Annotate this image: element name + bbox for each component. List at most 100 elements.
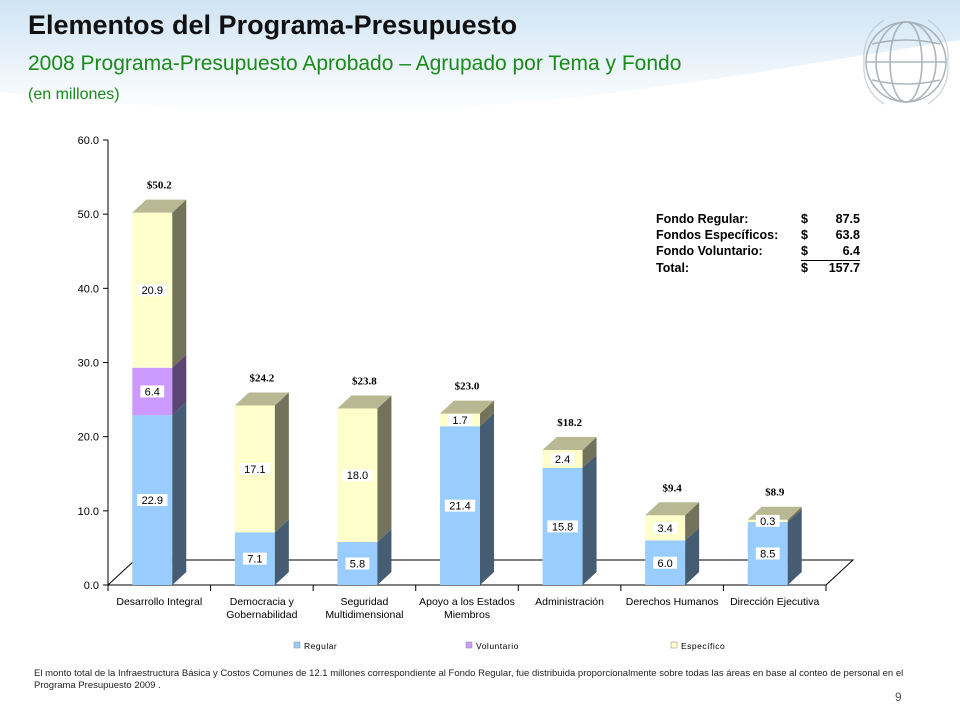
total-label: $18.2 — [557, 417, 582, 429]
footnote: El monto total de la Infraestructura Bás… — [34, 668, 904, 691]
summary-label: Total: — [656, 260, 690, 275]
data-label: 5.8 — [350, 558, 365, 570]
y-tick-label: 20.0 — [78, 432, 99, 444]
summary-currency: $ — [801, 212, 808, 226]
x-category-label: Derechos Humanos — [626, 596, 719, 608]
summary-currency: $ — [801, 228, 808, 242]
y-tick-label: 60.0 — [78, 135, 99, 147]
bar-segment-side — [274, 392, 289, 533]
data-label: 21.4 — [449, 501, 470, 513]
page-subtitle: 2008 Programa-Presupuesto Aprobado – Agr… — [28, 52, 682, 75]
data-label: 6.0 — [657, 558, 672, 570]
data-label-bg — [342, 469, 373, 482]
total-label: $23.8 — [352, 375, 377, 387]
summary-label: Fondo Voluntario: — [656, 244, 763, 259]
data-label: 2.4 — [555, 454, 570, 466]
data-label: 15.8 — [552, 521, 573, 533]
legend-label: Específico — [681, 641, 725, 651]
page-number: 9 — [895, 690, 902, 704]
data-label-bg — [137, 494, 168, 507]
bar-segment-side — [172, 199, 187, 368]
legend-label: Voluntario — [476, 641, 519, 651]
page-title: Elementos del Programa-Presupuesto — [28, 10, 518, 40]
data-label-bg — [140, 385, 165, 398]
bar-segment-side — [274, 519, 289, 585]
data-label: 1.7 — [452, 415, 467, 427]
bar-segment-side — [787, 506, 802, 522]
bar-segment-side — [582, 454, 597, 585]
summary-row: Fondos Específicos: $ 63.8 — [656, 228, 860, 244]
data-label-bg — [137, 284, 168, 297]
data-label: 17.1 — [244, 464, 265, 476]
summary-row: Fondo Voluntario: $ 6.4 — [656, 244, 860, 261]
data-label: 18.0 — [347, 470, 368, 482]
data-label: 6.4 — [145, 386, 160, 398]
y-tick-label: 50.0 — [78, 209, 99, 221]
fund-summary-table: Fondo Regular: $ 87.5 Fondos Específicos… — [656, 212, 860, 277]
data-label: 7.1 — [247, 554, 262, 566]
bar-segment-side — [172, 402, 187, 585]
summary-value: 63.8 — [835, 228, 860, 242]
data-label-bg — [755, 547, 780, 560]
fund-summary-box: Fondo Regular: $ 87.5 Fondos Específicos… — [656, 212, 860, 277]
data-label: 0.3 — [760, 516, 775, 528]
y-tick-label: 40.0 — [78, 283, 99, 295]
summary-currency: $ — [801, 261, 808, 275]
y-tick-label: 30.0 — [78, 358, 99, 370]
bar-segment-side — [480, 400, 494, 427]
x-category-label: Gobernabilidad — [226, 609, 297, 621]
bar-segment-side — [480, 413, 494, 585]
data-label-bg — [653, 556, 678, 569]
data-label: 20.9 — [142, 285, 163, 297]
legend-swatch-voluntario — [465, 641, 473, 649]
data-label: 3.4 — [657, 523, 672, 535]
data-label: 22.9 — [142, 495, 163, 507]
total-label: $8.9 — [765, 487, 785, 499]
legend-label: Regular — [304, 641, 337, 651]
x-category-label: Dirección Ejecutiva — [730, 596, 819, 608]
total-label: $23.0 — [455, 381, 480, 393]
x-category-label: Apoyo a los Estados — [419, 596, 515, 608]
summary-row: Fondo Regular: $ 87.5 — [656, 212, 860, 228]
bar-top-face — [440, 400, 494, 414]
bar-segment-side — [172, 354, 187, 416]
data-label-bg — [653, 521, 678, 534]
header-wave-background — [0, 0, 960, 113]
bar-segment-side — [685, 502, 700, 541]
bar-segment-side — [377, 395, 392, 542]
data-label-bg — [448, 413, 472, 426]
x-category-label: Administración — [535, 596, 604, 608]
y-tick-label: 10.0 — [78, 506, 99, 518]
y-tick-label: 0.0 — [84, 580, 99, 592]
summary-label: Fondo Regular: — [656, 212, 749, 226]
units-note: (en millones) — [28, 86, 120, 103]
bar-top-face — [132, 199, 187, 213]
bar-top-face — [542, 437, 597, 451]
summary-currency: $ — [801, 244, 815, 261]
bar-segment-side — [377, 528, 392, 585]
bar-top-face — [234, 392, 289, 406]
summary-value: 87.5 — [835, 212, 860, 226]
bar-segment-side — [685, 527, 700, 585]
legend-swatch-regular — [293, 641, 301, 649]
data-label-bg — [550, 452, 575, 465]
data-label-bg — [444, 499, 476, 512]
summary-label: Fondos Específicos: — [656, 228, 779, 242]
summary-value: 157.7 — [828, 261, 860, 275]
x-category-label: Democracia y — [230, 596, 295, 608]
data-label-bg — [239, 462, 271, 475]
bar-segment-side — [582, 437, 597, 468]
summary-value: 6.4 — [815, 244, 860, 261]
x-category-label: Miembros — [444, 609, 490, 621]
x-category-label: Desarrollo Integral — [116, 596, 202, 608]
bar-top-face — [337, 395, 392, 409]
legend-swatch-específico — [670, 641, 678, 649]
x-category-label: Multidimensional — [325, 609, 403, 621]
total-label: $24.2 — [249, 373, 274, 385]
total-label: $9.4 — [663, 482, 683, 494]
data-label-bg — [242, 552, 267, 565]
stacked-bar-chart: 0.0 10.0 20.0 30.0 40.0 50.0 60.0 22.9 6.4 20.9 $5… — [78, 135, 855, 651]
bar-top-face — [645, 502, 700, 516]
data-label-bg — [547, 520, 578, 533]
organization-logo-icon — [863, 19, 949, 105]
